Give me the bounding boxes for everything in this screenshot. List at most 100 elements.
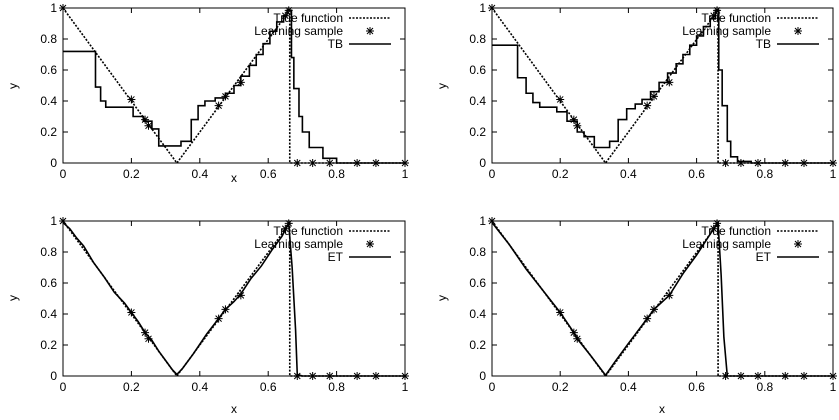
data-point [569, 115, 578, 124]
x-tick-label: 0.2 [123, 167, 140, 181]
data-point [308, 159, 317, 167]
x-tick-label: 0.8 [328, 167, 345, 181]
legend-label: True function [273, 11, 343, 25]
legend-label: True function [701, 224, 771, 238]
x-tick-label: 0 [489, 167, 496, 181]
y-tick-label: 0.8 [469, 32, 486, 46]
legend-marker [794, 27, 802, 35]
y-tick-label: 0 [479, 156, 486, 170]
data-point [293, 372, 302, 380]
chart-panel-4: 0 0.2 0.4 0.6 0.8 1 0 0.2 0.4 0.6 0.8 1 True functi… [435, 214, 837, 416]
x-tick-label: 0.2 [123, 380, 140, 394]
legend-marker [366, 27, 374, 35]
y-tick-label: 0.6 [40, 276, 57, 290]
legend-label: TB [756, 37, 771, 51]
series-line-tb [492, 9, 833, 164]
data-point [144, 334, 153, 343]
x-tick-label: 0.2 [552, 167, 569, 181]
x-tick-label: 0.8 [756, 380, 773, 394]
legend-label: Learning sample [682, 237, 771, 251]
y-tick-label: 0.2 [469, 338, 486, 352]
y-tick-label: 0.2 [40, 125, 57, 139]
legend-marker [366, 240, 374, 248]
data-point [144, 121, 153, 130]
x-tick-label: 0.2 [552, 380, 569, 394]
legend-label: ET [756, 250, 772, 264]
x-tick-label: 0.4 [620, 167, 637, 181]
chart-4-axes: 0 0.2 0.4 0.6 0.8 1 0 0.2 0.4 0.6 0.8 1 [469, 214, 836, 394]
chart-panel-1: 0 0.2 0.4 0.6 0.8 1 0 0.2 0.4 0.6 0.8 1 True functi… [6, 1, 409, 185]
legend-label: Learning sample [682, 24, 771, 38]
chart-2-data-layer [488, 4, 837, 167]
chart-3-axes: 0 0.2 0.4 0.6 0.8 1 0 0.2 0.4 0.6 0.8 1 [40, 214, 408, 394]
chart-2-axes: 0 0.2 0.4 0.6 0.8 1 0 0.2 0.4 0.6 0.8 1 [469, 1, 836, 181]
legend-label: TB [328, 37, 343, 51]
legend-label: Learning sample [254, 24, 343, 38]
data-point [643, 101, 652, 110]
x-tick-label: 1 [402, 380, 409, 394]
y-tick-label: 0 [50, 369, 57, 383]
y-tick-label: 0.6 [40, 63, 57, 77]
y-tick-label: 0 [479, 369, 486, 383]
data-point [721, 372, 730, 380]
data-point [141, 115, 150, 124]
data-point [127, 95, 136, 104]
chart-3-xlabel: x [231, 402, 237, 416]
y-tick-label: 0.8 [40, 32, 57, 46]
chart-3-frame [62, 220, 406, 377]
y-tick-label: 0.4 [40, 94, 57, 108]
legend-label: Learning sample [254, 237, 343, 251]
chart-1-ylabel: y [6, 83, 20, 89]
chart-1-xlabel: x [231, 171, 237, 185]
x-tick-label: 0.6 [260, 380, 277, 394]
y-tick-label: 0.4 [469, 307, 486, 321]
y-tick-label: 0.2 [40, 338, 57, 352]
series-line-et [62, 220, 405, 377]
chart-3-ylabel: y [6, 295, 20, 301]
chart-panel-3: 0 0.2 0.4 0.6 0.8 1 0 0.2 0.4 0.6 0.8 1 True functi… [6, 214, 409, 416]
x-tick-label: 1 [830, 167, 837, 181]
chart-4-data-layer [488, 217, 837, 380]
data-point [709, 11, 718, 20]
y-tick-label: 0.8 [469, 245, 486, 259]
data-point [736, 159, 745, 167]
x-tick-label: 0.8 [756, 167, 773, 181]
x-tick-label: 1 [830, 380, 837, 394]
x-tick-label: 0.8 [328, 380, 345, 394]
x-tick-label: 0 [60, 380, 67, 394]
chart-3-data-layer [59, 217, 409, 380]
series-line-true-function [62, 220, 405, 378]
series-line-true-function [491, 220, 833, 378]
x-tick-label: 0 [60, 167, 67, 181]
chart-2-frame [491, 7, 834, 164]
legend-label: ET [328, 250, 344, 264]
data-point [293, 159, 302, 167]
x-tick-label: 0.6 [260, 167, 277, 181]
data-point [325, 159, 334, 167]
series-line-true-function [491, 7, 833, 165]
y-tick-label: 0.8 [40, 245, 57, 259]
chart-2-ylabel: y [435, 83, 449, 89]
y-tick-label: 1 [50, 214, 57, 228]
y-tick-label: 0.2 [469, 125, 486, 139]
data-point [649, 92, 658, 101]
legend-label: True function [701, 11, 771, 25]
x-tick-label: 1 [402, 167, 409, 181]
y-tick-label: 1 [50, 1, 57, 15]
data-point [556, 95, 565, 104]
x-tick-label: 0.4 [191, 167, 208, 181]
x-tick-label: 0 [489, 380, 496, 394]
y-tick-label: 0.4 [469, 94, 486, 108]
y-tick-label: 0.4 [40, 307, 57, 321]
series-line-et [491, 221, 833, 377]
x-tick-label: 0.6 [688, 167, 705, 181]
chart-1-data-layer [59, 4, 409, 167]
data-point [236, 291, 245, 300]
legend-marker [794, 240, 802, 248]
y-tick-label: 0.6 [469, 276, 486, 290]
